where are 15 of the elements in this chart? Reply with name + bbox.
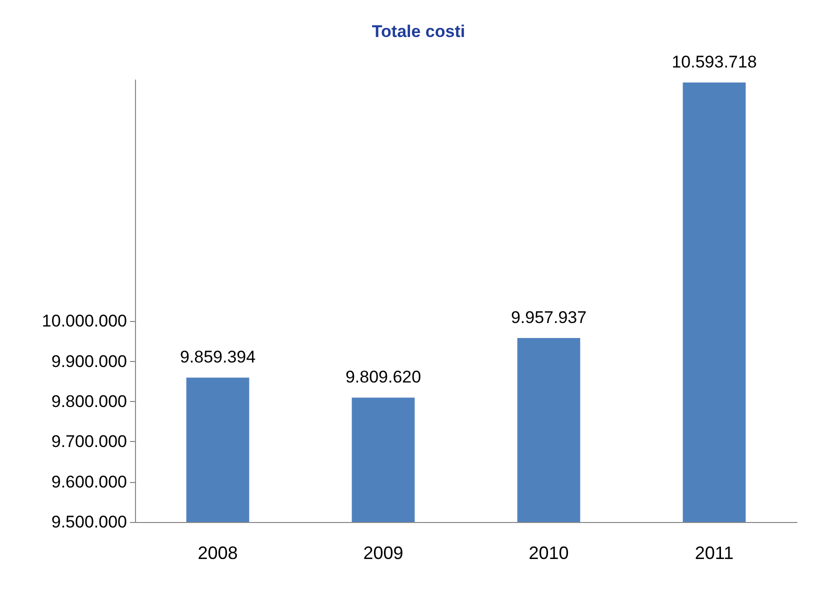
y-tick-label: 9.600.000 xyxy=(51,472,127,492)
data-label: 9.957.937 xyxy=(510,308,587,327)
y-tick-label: 9.800.000 xyxy=(51,392,127,411)
x-tick-label: 2010 xyxy=(528,543,569,563)
chart-title: Totale costi xyxy=(372,22,466,41)
x-tick-label: 2008 xyxy=(198,543,238,563)
x-tick-label: 2011 xyxy=(694,543,734,563)
x-tick-label: 2009 xyxy=(363,543,404,563)
y-tick-label: 9.700.000 xyxy=(51,432,127,452)
y-tick-label: 9.500.000 xyxy=(51,512,127,532)
y-tick-label: 10.000.000 xyxy=(42,312,127,331)
data-label: 9.809.620 xyxy=(345,368,422,387)
data-label: 10.593.718 xyxy=(672,52,757,72)
y-tick-label: 9.900.000 xyxy=(51,352,127,371)
data-label: 9.859.394 xyxy=(180,348,256,367)
